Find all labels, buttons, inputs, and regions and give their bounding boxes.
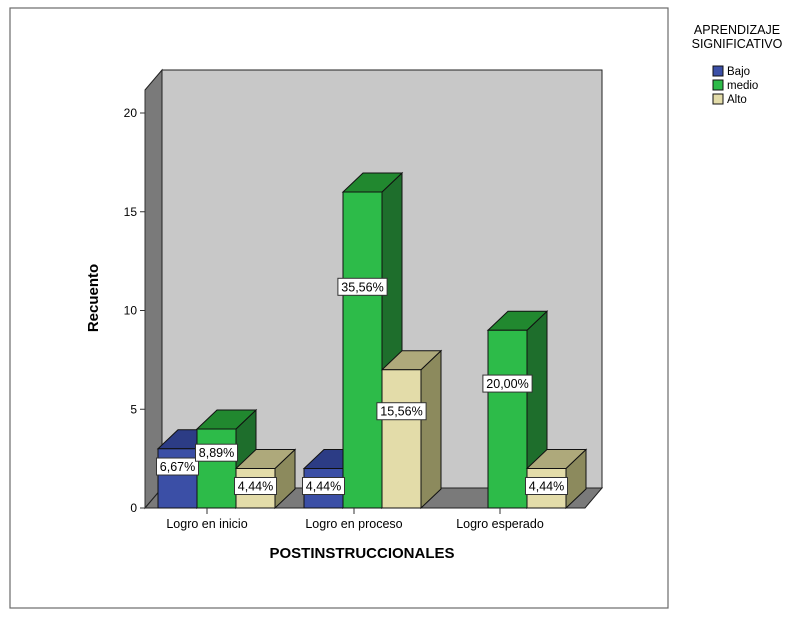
legend: APRENDIZAJE SIGNIFICATIVO Bajo medio Alto <box>692 23 783 106</box>
data-label-text: 4,44% <box>306 480 341 494</box>
legend-swatch-medio <box>712 79 724 91</box>
data-label-text: 4,44% <box>238 480 273 494</box>
y-ticks: 0 5 10 15 20 <box>124 106 145 515</box>
legend-title-line-2: SIGNIFICATIVO <box>692 37 783 51</box>
data-label-box <box>156 457 199 476</box>
data-label-box <box>337 277 388 296</box>
y-tick-label: 20 <box>124 106 138 120</box>
data-label: 15,56% <box>376 402 427 421</box>
data-label-box <box>195 443 238 462</box>
legend-swatch-alto <box>712 93 724 105</box>
data-label-box <box>234 477 277 495</box>
data-label-text: 6,67% <box>160 460 195 474</box>
y-tick-label: 5 <box>130 402 137 416</box>
data-label-box <box>482 374 533 393</box>
bar-alto-1 <box>380 349 443 510</box>
bars-group: 6,67% 8,89% 4,44% 4,44% 35,56% 15,56% 20,00% 4,… <box>156 171 588 510</box>
bar-front <box>381 369 422 509</box>
legend-label-alto: Alto <box>727 94 747 106</box>
legend-label-bajo: Bajo <box>727 66 750 78</box>
x-tick-label: Logro en inicio <box>166 517 247 531</box>
data-label-text: 4,44% <box>529 480 564 494</box>
data-label-box <box>525 477 568 495</box>
x-tick-label: Logro esperado <box>456 517 544 531</box>
bar-front <box>342 191 383 509</box>
y-tick-label: 15 <box>124 205 138 219</box>
legend-label-medio: medio <box>727 80 758 92</box>
legend-items: Bajo medio Alto <box>712 65 758 106</box>
data-label: 6,67% <box>156 457 199 476</box>
y-axis-title: Recuento <box>85 264 102 332</box>
data-label: 35,56% <box>337 277 388 296</box>
data-label: 4,44% <box>302 477 345 495</box>
bar-side <box>420 349 442 510</box>
data-label-text: 20,00% <box>486 377 528 391</box>
data-label: 8,89% <box>195 443 238 462</box>
x-tick-label: Logro en proceso <box>305 517 402 531</box>
data-label-text: 8,89% <box>199 446 234 460</box>
x-axis-title: POSTINSTRUCCIONALES <box>269 545 454 562</box>
data-label-box <box>302 477 345 495</box>
data-label-text: 15,56% <box>380 405 422 419</box>
legend-title-line-1: APRENDIZAJE <box>694 23 780 37</box>
data-label-text: 35,56% <box>341 280 383 294</box>
side-wall <box>144 68 163 510</box>
data-label-box <box>376 402 427 421</box>
bar-front <box>196 428 237 509</box>
y-tick-label: 10 <box>124 304 138 318</box>
data-label: 20,00% <box>482 374 533 393</box>
bar-front <box>487 329 528 509</box>
legend-swatch-bajo <box>712 65 724 77</box>
data-label: 4,44% <box>525 477 568 495</box>
x-tick-labels: Logro en inicio Logro en proceso Logro esp… <box>166 508 544 531</box>
data-label: 4,44% <box>234 477 277 495</box>
y-tick-label: 0 <box>130 501 137 515</box>
